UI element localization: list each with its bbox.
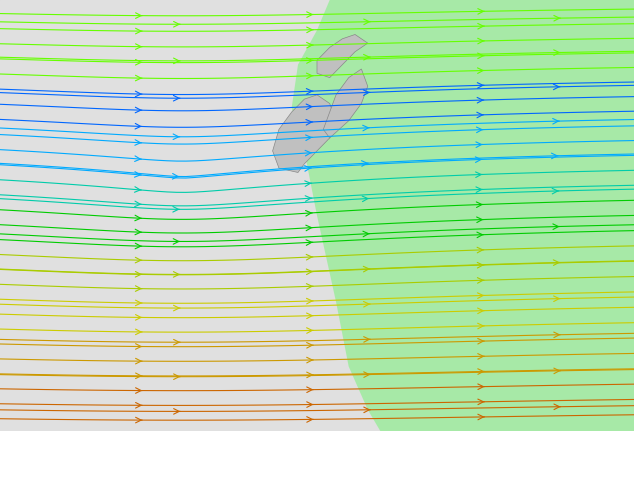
Text: 50: 50 <box>108 469 123 482</box>
Text: Su 26-05-2024 18:00 UTC (18+48): Su 26-05-2024 18:00 UTC (18+48) <box>395 446 628 459</box>
Text: >100: >100 <box>247 469 277 482</box>
Text: 60: 60 <box>133 469 148 482</box>
Text: 40: 40 <box>82 469 98 482</box>
Text: 10: 10 <box>6 469 22 482</box>
Polygon shape <box>323 69 368 138</box>
Text: ©weatheronline.co.uk: ©weatheronline.co.uk <box>493 470 628 480</box>
Text: 20: 20 <box>32 469 47 482</box>
Text: 30: 30 <box>57 469 72 482</box>
Text: 80: 80 <box>184 469 199 482</box>
Polygon shape <box>317 34 368 77</box>
Text: 70: 70 <box>158 469 174 482</box>
Polygon shape <box>292 0 634 431</box>
Text: Streamlines 200 hPa [kts] ECMWF: Streamlines 200 hPa [kts] ECMWF <box>6 446 239 459</box>
Polygon shape <box>273 95 336 172</box>
Text: 90: 90 <box>209 469 224 482</box>
